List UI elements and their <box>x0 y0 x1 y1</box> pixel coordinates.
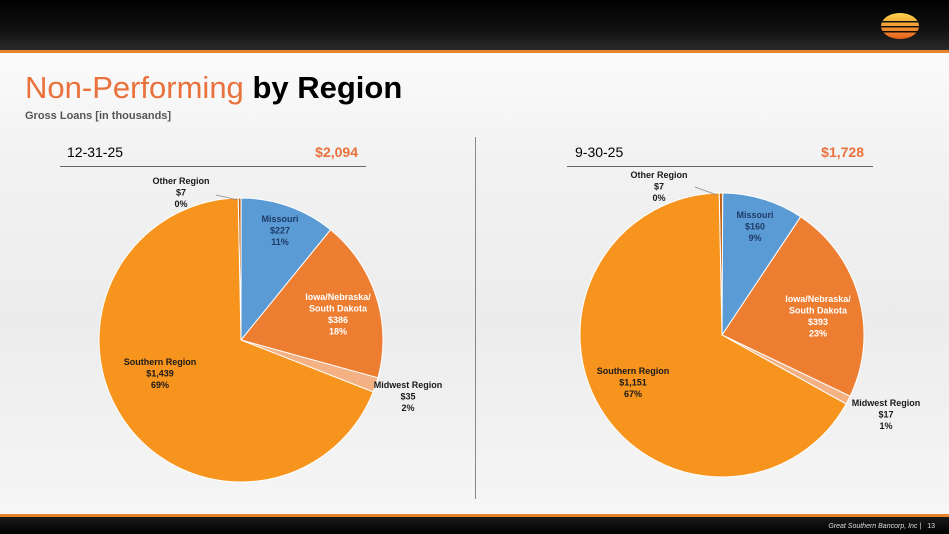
slice-label-iowa-1: Iowa/Nebraska/South Dakota $393 23% <box>785 294 851 339</box>
pie-slice-southern-0 <box>98 197 374 483</box>
pie-slice-iowa-1 <box>721 216 865 397</box>
slice-label-midwest-0: Midwest Region $35 2% <box>374 380 443 413</box>
left-chart-total: $2,094 <box>315 144 358 160</box>
left-chart-rule <box>60 166 366 167</box>
footer-company: Great Southern Bancorp, Inc | <box>828 523 922 530</box>
slice-label-other-0: Other Region $7 0% <box>152 176 209 209</box>
panel-divider <box>475 137 476 499</box>
top-banner <box>0 0 949 53</box>
pie-slice-iowa-0 <box>240 229 384 379</box>
slice-label-southern-0: Southern Region $1,439 69% <box>124 357 197 390</box>
right-chart-total: $1,728 <box>821 144 864 160</box>
right-chart-date: 9-30-25 <box>575 144 624 160</box>
title-part-1: Non-Performing <box>25 70 244 105</box>
pie-slice-missouri-0 <box>240 197 332 342</box>
right-chart-rule <box>567 166 873 167</box>
slice-label-iowa-0: Iowa/Nebraska/South Dakota $386 18% <box>305 292 371 337</box>
slice-label-missouri-1: Missouri $160 9% <box>736 210 773 243</box>
slice-label-other-1: Other Region $7 0% <box>630 170 687 203</box>
footer-text: Great Southern Bancorp, Inc | 13 <box>828 523 935 530</box>
page-subtitle: Gross Loans [in thousands] <box>25 110 172 122</box>
company-logo-icon <box>880 13 920 39</box>
slice-label-midwest-1: Midwest Region $17 1% <box>852 398 921 431</box>
pie-slice-southern-1 <box>579 192 847 478</box>
page-title: Non-Performing by Region <box>25 70 402 106</box>
title-part-2: by Region <box>252 70 403 105</box>
slice-label-southern-1: Southern Region $1,151 67% <box>597 366 670 399</box>
leader-line-0 <box>215 194 239 201</box>
pie-slice-missouri-1 <box>721 192 802 337</box>
page-number: 13 <box>927 523 935 530</box>
left-chart-date: 12-31-25 <box>67 144 124 160</box>
leader-line-1 <box>694 186 718 196</box>
bottom-banner <box>0 514 949 534</box>
slice-label-missouri-0: Missouri $227 11% <box>261 214 298 247</box>
